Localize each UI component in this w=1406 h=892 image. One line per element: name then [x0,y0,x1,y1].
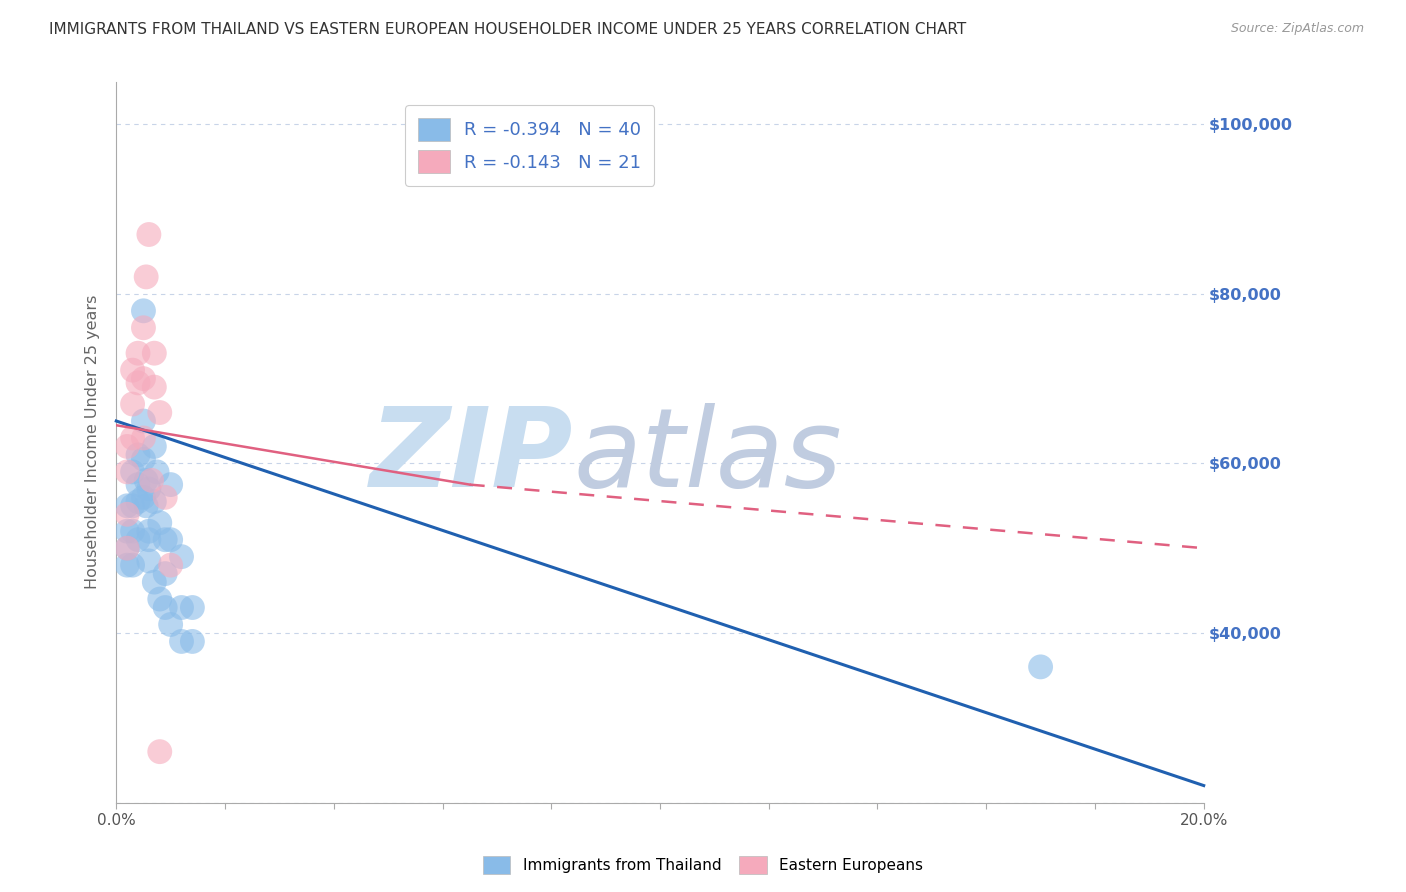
Point [127,494,149,508]
Point [141,474,163,488]
Point [149,516,172,530]
Point [159,533,181,547]
Point [127,376,149,390]
Text: atlas: atlas [574,403,842,510]
Point [138,482,160,496]
Point [135,474,157,488]
Point [143,346,166,360]
Point [181,634,204,648]
Point [155,491,177,505]
Point [181,600,204,615]
Point [115,499,138,513]
Point [132,320,155,334]
Legend: R = -0.394   N = 40, R = -0.143   N = 21: R = -0.394 N = 40, R = -0.143 N = 21 [405,105,654,186]
Point [121,499,143,513]
Legend: Immigrants from Thailand, Eastern Europeans: Immigrants from Thailand, Eastern Europe… [477,850,929,880]
Y-axis label: Householder Income Under 25 years: Householder Income Under 25 years [86,295,100,590]
Point [138,524,160,539]
Point [143,380,166,394]
Point [127,477,149,491]
Point [132,371,155,385]
Point [143,440,166,454]
Point [149,745,172,759]
Point [135,269,157,284]
Point [155,533,177,547]
Point [127,448,149,462]
Point [143,494,166,508]
Point [143,575,166,590]
Point [155,600,177,615]
Point [115,508,138,522]
Point [170,600,193,615]
Point [121,524,143,539]
Point [135,499,157,513]
Point [115,541,138,556]
Point [146,465,169,479]
Point [132,452,155,467]
Point [132,491,155,505]
Point [127,533,149,547]
Point [170,549,193,564]
Point [121,363,143,377]
Text: Source: ZipAtlas.com: Source: ZipAtlas.com [1230,22,1364,36]
Point [159,477,181,491]
Point [121,465,143,479]
Point [127,346,149,360]
Point [121,431,143,445]
Point [121,558,143,573]
Point [115,558,138,573]
Point [121,397,143,411]
Point [149,592,172,607]
Point [159,617,181,632]
Point [115,440,138,454]
Point [1029,660,1052,674]
Text: ZIP: ZIP [370,403,574,510]
Point [159,558,181,573]
Point [132,431,155,445]
Point [170,634,193,648]
Point [132,303,155,318]
Text: IMMIGRANTS FROM THAILAND VS EASTERN EUROPEAN HOUSEHOLDER INCOME UNDER 25 YEARS C: IMMIGRANTS FROM THAILAND VS EASTERN EURO… [49,22,966,37]
Point [138,533,160,547]
Point [115,465,138,479]
Point [132,414,155,428]
Point [138,554,160,568]
Point [155,566,177,581]
Point [138,227,160,242]
Point [115,541,138,556]
Point [115,524,138,539]
Point [149,405,172,419]
